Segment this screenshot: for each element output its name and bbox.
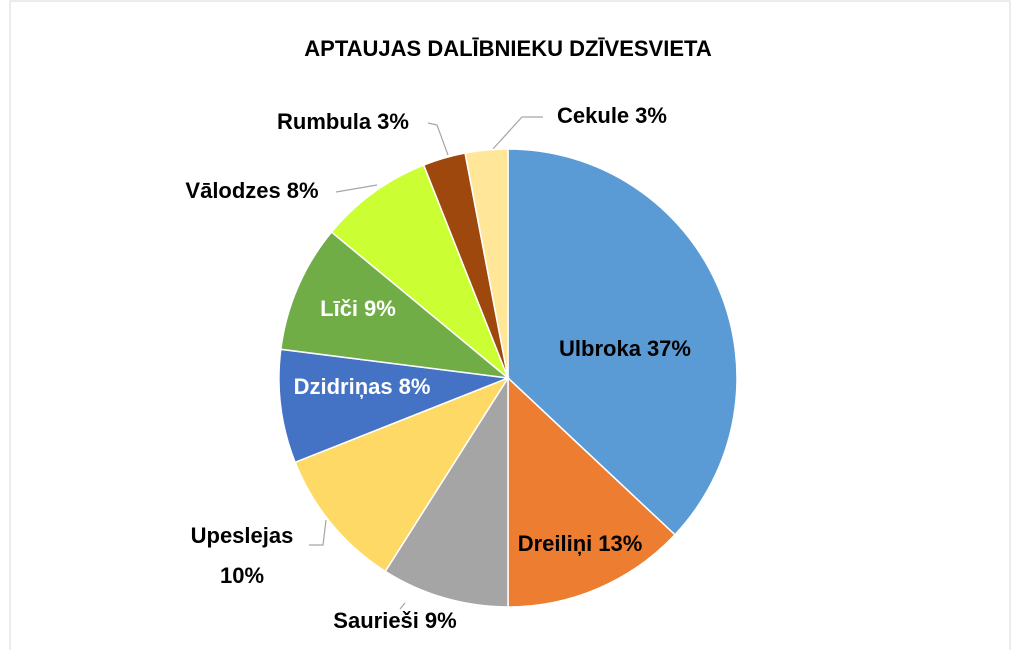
category-label: Upeslejas [191,523,294,548]
data-label: Upeslejas 10% [191,523,294,588]
category-label: Rumbula [277,109,372,134]
category-label: Līči [320,296,358,321]
pie-slice [507,376,676,608]
data-label: Rumbula 3% [277,109,409,134]
value-label: 10% [220,563,264,588]
pie-slice [507,148,738,536]
leader-line [399,602,406,610]
data-label: Vālodzes 8% [185,178,318,203]
category-label: Dzidriņas [294,374,393,399]
pie-slice [330,164,509,379]
value-label: 3% [635,103,667,128]
value-label: 9% [425,608,457,633]
data-label: Dzidriņas 8% [294,374,431,399]
value-label: 37% [647,336,691,361]
leader-line [427,122,449,156]
leader-line [309,519,327,546]
leader-line [335,184,378,193]
data-label: Dreiliņi 13% [518,531,643,556]
pie-slice [384,375,509,608]
leader-line [491,116,543,151]
value-label: 8% [399,374,431,399]
data-label: Līči 9% [320,296,396,321]
data-label: Ulbroka 37% [559,336,691,361]
data-label: Cekule 3% [557,103,667,128]
category-label: Vālodzes [185,178,280,203]
value-label: 8% [287,178,319,203]
pie-slice [279,230,511,380]
pie-slice [294,376,510,573]
value-label: 9% [364,296,396,321]
category-label: Saurieši [333,608,419,633]
chart-title: APTAUJAS DALĪBNIEKU DZĪVESVIETA [304,36,712,61]
data-label: Saurieši 9% [333,608,456,633]
value-label: 3% [377,109,409,134]
pie-slice [278,348,509,464]
pie [278,148,738,608]
category-label: Dreiliņi [518,531,593,556]
category-label: Cekule [557,103,629,128]
pie-slice [464,148,509,379]
category-label: Ulbroka [559,336,642,361]
value-label: 13% [598,531,642,556]
